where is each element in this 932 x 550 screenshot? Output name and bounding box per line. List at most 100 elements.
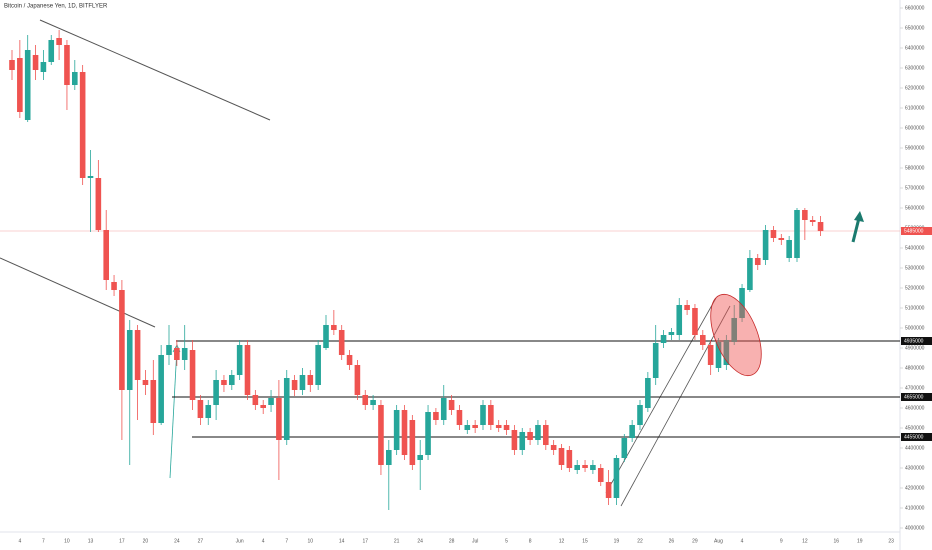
candle-body bbox=[425, 412, 431, 455]
candle-body bbox=[723, 340, 730, 365]
candle-body bbox=[181, 348, 188, 360]
current-price-label: 5485000 bbox=[904, 228, 924, 234]
x-tick-label: 21 bbox=[394, 538, 400, 544]
candle-body bbox=[731, 318, 737, 342]
candle-body bbox=[17, 58, 23, 112]
candle-body bbox=[103, 230, 109, 280]
candle-body bbox=[205, 405, 212, 418]
candle-body bbox=[448, 400, 455, 410]
level-label-box bbox=[901, 393, 932, 401]
candle-body bbox=[817, 222, 824, 231]
candle-body bbox=[582, 465, 588, 468]
y-tick-label: 4900000 bbox=[905, 345, 925, 351]
y-tick-label: 5100000 bbox=[905, 305, 925, 311]
x-tick-label: 9 bbox=[780, 538, 783, 544]
x-tick-label: 14 bbox=[339, 538, 345, 544]
candle-body bbox=[464, 425, 471, 430]
x-tick-label: 17 bbox=[362, 538, 368, 544]
candle-body bbox=[150, 380, 157, 423]
x-tick-label: 27 bbox=[198, 538, 204, 544]
candle-body bbox=[519, 432, 526, 450]
candle-body bbox=[236, 345, 243, 375]
candle-body bbox=[566, 450, 573, 468]
x-tick-label: 24 bbox=[174, 538, 180, 544]
candle-body bbox=[32, 55, 39, 70]
candle-body bbox=[794, 210, 800, 258]
candle-body bbox=[95, 178, 102, 230]
level-label: 4455000 bbox=[904, 434, 924, 440]
candle-body bbox=[676, 305, 683, 335]
candle-body bbox=[354, 365, 361, 395]
current-price-box bbox=[901, 227, 932, 235]
candle-body bbox=[692, 308, 698, 335]
candle-body bbox=[778, 238, 785, 240]
candle-body bbox=[700, 335, 706, 345]
candle-body bbox=[417, 455, 423, 460]
candle-body bbox=[770, 230, 777, 238]
candle-body bbox=[668, 332, 675, 335]
chart-title: Bitcoin / Japanese Yen, 1D, BITFLYER bbox=[4, 4, 108, 10]
candle-body bbox=[511, 430, 518, 450]
candle-body bbox=[684, 305, 690, 310]
candle-body bbox=[268, 398, 274, 405]
x-tick-label: 19 bbox=[857, 538, 863, 544]
y-tick-label: 5700000 bbox=[905, 185, 925, 191]
candle-body bbox=[802, 210, 808, 220]
y-tick-label: 6100000 bbox=[905, 105, 925, 111]
y-tick-label: 4300000 bbox=[905, 465, 925, 471]
candle-body bbox=[660, 335, 667, 343]
candle-body bbox=[652, 343, 659, 378]
candle-body bbox=[40, 62, 47, 72]
candle-body bbox=[754, 258, 761, 265]
candle-body bbox=[111, 282, 117, 290]
candle-body bbox=[174, 348, 180, 360]
x-tick-label: 24 bbox=[417, 538, 423, 544]
y-tick-label: 4100000 bbox=[905, 505, 925, 511]
candle-body bbox=[252, 395, 259, 405]
channel-line bbox=[620, 305, 731, 507]
trend-line bbox=[39, 19, 271, 121]
candle-body bbox=[244, 345, 251, 395]
candle-body bbox=[221, 380, 227, 385]
y-tick-label: 4200000 bbox=[905, 485, 925, 491]
x-tick-label: 4 bbox=[741, 538, 744, 544]
candle-body bbox=[456, 410, 463, 425]
x-tick-label: 13 bbox=[88, 538, 94, 544]
candle-body bbox=[621, 438, 628, 458]
x-tick-label: Aug bbox=[714, 538, 723, 544]
candle-body bbox=[605, 482, 612, 498]
candle-body bbox=[786, 240, 792, 258]
y-tick-label: 5400000 bbox=[905, 245, 925, 251]
y-tick-label: 5000000 bbox=[905, 325, 925, 331]
candle-body bbox=[119, 290, 125, 390]
candle-body bbox=[715, 342, 722, 368]
candle-body bbox=[762, 230, 769, 260]
candle-body bbox=[550, 445, 557, 450]
candle-body bbox=[739, 288, 745, 318]
candle-body bbox=[24, 50, 31, 120]
y-tick-label: 5900000 bbox=[905, 145, 925, 151]
candle-body bbox=[142, 380, 149, 385]
up-arrow-shaft bbox=[169, 346, 178, 479]
candle-body bbox=[480, 405, 486, 425]
candle-body bbox=[346, 355, 353, 365]
highlight-ellipse bbox=[710, 293, 762, 377]
x-tick-label: 23 bbox=[888, 538, 894, 544]
x-tick-label: 4 bbox=[262, 538, 265, 544]
x-tick-label: 26 bbox=[669, 538, 675, 544]
candle-body bbox=[307, 375, 314, 385]
candle-body bbox=[299, 375, 306, 390]
x-tick-label: 10 bbox=[64, 538, 70, 544]
x-tick-label: 20 bbox=[143, 538, 149, 544]
x-tick-label: Jun bbox=[236, 538, 244, 544]
y-tick-label: 4500000 bbox=[905, 425, 925, 431]
candle-body bbox=[747, 258, 753, 290]
y-tick-label: 4700000 bbox=[905, 385, 925, 391]
y-tick-label: 6500000 bbox=[905, 25, 925, 31]
candle-body bbox=[166, 345, 172, 355]
candle-body bbox=[495, 425, 502, 428]
x-tick-label: 8 bbox=[529, 538, 532, 544]
y-tick-label: 4800000 bbox=[905, 365, 925, 371]
candle-body bbox=[707, 345, 714, 365]
